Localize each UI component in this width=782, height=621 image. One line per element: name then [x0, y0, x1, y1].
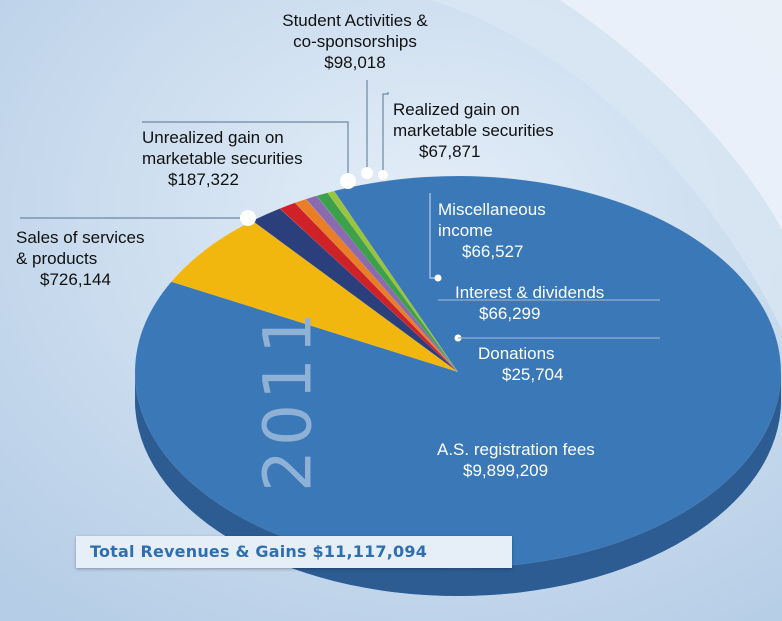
label-realized-line1: Realized gain on: [393, 100, 520, 119]
label-donations-value: $25,704: [502, 365, 564, 384]
leader-unrealized: [142, 121, 349, 181]
label-registration: A.S. registration fees $9,899,209: [437, 439, 595, 481]
label-student-activities: Student Activities & co-sponsorships $98…: [250, 10, 460, 73]
pie-slices: [134, 175, 782, 569]
label-donations: Donations $25,704: [478, 343, 563, 385]
label-registration-line1: A.S. registration fees: [437, 440, 595, 459]
label-student-line1: Student Activities &: [282, 11, 428, 30]
label-misc-line1: Miscellaneous: [438, 200, 546, 219]
label-realized-gain: Realized gain on marketable securities $…: [393, 99, 554, 162]
leader-realized: [382, 92, 389, 175]
label-unrealized-line2: marketable securities: [142, 149, 303, 168]
marker-student: [361, 167, 373, 179]
marker-realized: [378, 170, 388, 180]
label-student-line2: co-sponsorships: [293, 32, 417, 51]
leader-lines: [20, 80, 660, 342]
slice-registration: [134, 175, 782, 569]
label-realized-line2: marketable securities: [393, 121, 554, 140]
background-swoosh-2: [560, 0, 782, 230]
label-miscellaneous: Miscellaneous income $66,527: [438, 199, 546, 262]
slice-student-activities: [279, 202, 459, 373]
label-realized-value: $67,871: [419, 142, 481, 161]
label-sales: Sales of services & products $726,144: [16, 227, 145, 290]
label-interest-line1: Interest & dividends: [455, 283, 605, 302]
label-donations-line1: Donations: [478, 344, 555, 363]
slice-interest: [316, 192, 459, 373]
slice-donations: [327, 190, 459, 373]
label-sales-value: $726,144: [40, 270, 111, 289]
slice-miscellaneous: [305, 195, 459, 373]
label-sales-line1: Sales of services: [16, 228, 145, 247]
total-revenue-bar: Total Revenues & Gains $11,117,094: [76, 536, 512, 568]
label-interest-value: $66,299: [479, 304, 541, 323]
label-misc-line2: income: [438, 221, 493, 240]
marker-misc: [434, 274, 442, 282]
label-sales-line2: & products: [16, 249, 98, 268]
marker-sales: [240, 210, 256, 226]
label-student-value: $98,018: [324, 53, 386, 72]
label-misc-value: $66,527: [462, 242, 524, 261]
label-unrealized-line1: Unrealized gain on: [142, 128, 284, 147]
label-registration-value: $9,899,209: [463, 461, 549, 480]
year-label: 2011: [249, 308, 327, 492]
label-interest: Interest & dividends $66,299: [455, 282, 604, 324]
total-revenue-label: Total Revenues & Gains $11,117,094: [90, 542, 428, 561]
label-unrealized-value: $187,322: [168, 170, 239, 189]
label-unrealized-gain: Unrealized gain on marketable securities…: [142, 127, 303, 190]
marker-unrealized: [340, 173, 356, 189]
slice-realized-gain: [294, 198, 459, 373]
